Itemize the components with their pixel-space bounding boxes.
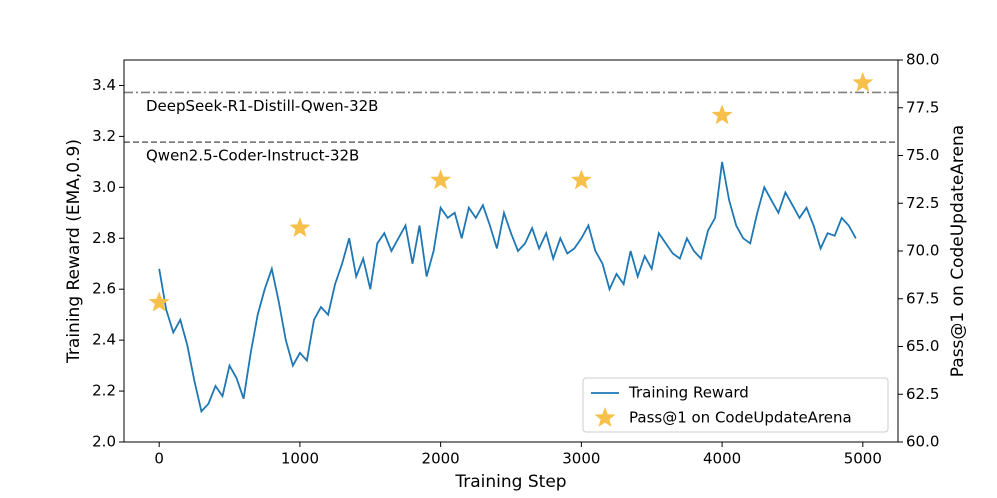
reward-line <box>158 161 857 414</box>
y2-tick-label: 62.5 <box>906 385 939 403</box>
plot-frame <box>123 59 899 443</box>
star-marker <box>148 291 170 312</box>
legend-label: Pass@1 on CodeUpdateArena <box>629 409 852 427</box>
y-axis-label: Training Reward (EMA,0.9) <box>64 139 84 364</box>
legend-label: Training Reward <box>628 384 749 402</box>
star-marker <box>570 169 592 190</box>
y2-tick-label: 77.5 <box>906 98 939 116</box>
x-tick-label: 0 <box>154 450 164 468</box>
y-tick-label: 2.8 <box>92 229 116 247</box>
star-marker <box>289 217 311 237</box>
x-tick-label: 5000 <box>844 450 882 468</box>
reference-label: DeepSeek-R1-Distill-Qwen-32B <box>146 97 378 115</box>
star-marker <box>430 169 452 190</box>
y-tick-label: 2.2 <box>92 382 116 400</box>
y2-axis-label: Pass@1 on CodeUpdateArena <box>948 125 968 377</box>
y2-tick-label: 75.0 <box>906 146 939 164</box>
x-tick-label: 1000 <box>281 450 319 468</box>
y-tick-label: 2.6 <box>92 280 116 298</box>
star-marker <box>852 71 874 92</box>
y2-tick-label: 60.0 <box>906 433 939 451</box>
y-tick-label: 3.2 <box>92 127 116 145</box>
x-tick-label: 4000 <box>703 450 741 468</box>
y2-tick-label: 65.0 <box>906 337 939 355</box>
y-tick-label: 2.0 <box>92 433 116 451</box>
legend-marker <box>594 407 616 427</box>
x-tick-label: 2000 <box>422 450 460 468</box>
y-tick-label: 3.0 <box>92 178 116 196</box>
y-tick-label: 3.4 <box>92 76 116 94</box>
y2-tick-label: 67.5 <box>906 289 939 307</box>
star-marker <box>711 104 733 125</box>
x-tick-label: 3000 <box>562 450 600 468</box>
y2-tick-label: 70.0 <box>906 242 939 260</box>
y2-tick-label: 72.5 <box>906 194 939 212</box>
legend-box <box>582 377 889 433</box>
x-axis-label: Training Step <box>454 472 566 492</box>
reference-label: Qwen2.5-Coder-Instruct-32B <box>146 147 359 165</box>
y2-tick-label: 80.0 <box>906 51 939 69</box>
y-tick-label: 2.4 <box>92 331 116 349</box>
